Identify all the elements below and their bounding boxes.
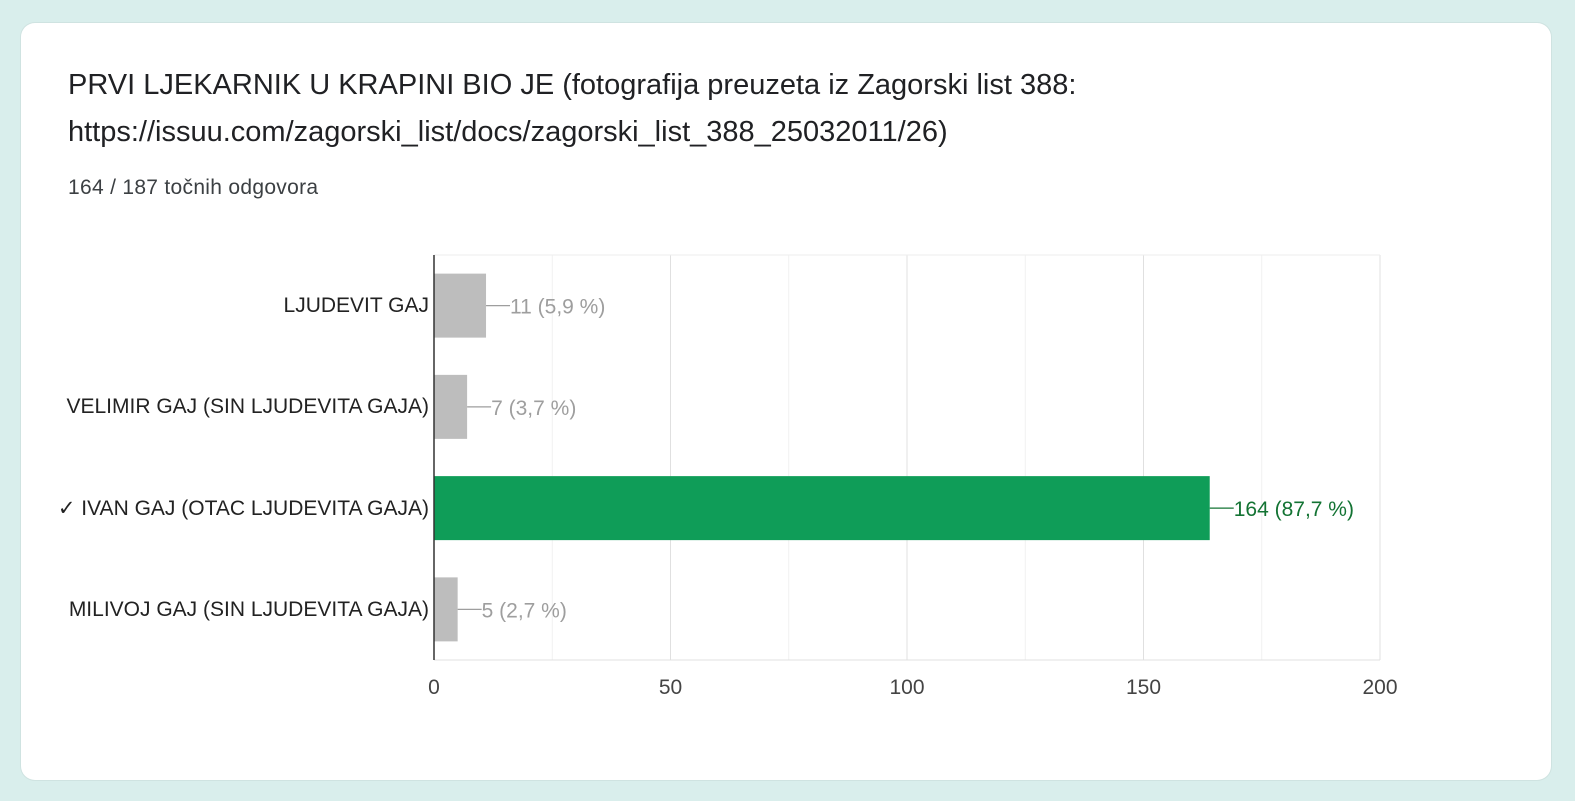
data-label: 5 (2,7 %) bbox=[482, 599, 567, 622]
x-tick-label: 0 bbox=[428, 676, 440, 699]
category-label: MILIVOJ GAJ (SIN LJUDEVITA GAJA) bbox=[68, 597, 429, 621]
data-label: 7 (3,7 %) bbox=[491, 397, 576, 420]
question-title: PRVI LJEKARNIK U KRAPINI BIO JE (fotogra… bbox=[68, 69, 1077, 148]
data-label: 11 (5,9 %) bbox=[510, 296, 605, 319]
category-label: ✓ IVAN GAJ (OTAC LJUDEVITA GAJA) bbox=[57, 496, 429, 520]
bar bbox=[434, 577, 458, 642]
x-tick-label: 100 bbox=[889, 676, 924, 699]
x-tick-label: 50 bbox=[659, 676, 682, 699]
bar bbox=[434, 374, 468, 439]
bar bbox=[434, 476, 1210, 541]
correct-answers-summary: 164 / 187 točnih odgovora bbox=[68, 176, 319, 199]
x-tick-label: 150 bbox=[1126, 676, 1161, 699]
data-label: 164 (87,7 %) bbox=[1234, 498, 1354, 521]
bar bbox=[434, 273, 487, 338]
x-tick-label: 200 bbox=[1362, 676, 1397, 699]
category-label: LJUDEVIT GAJ bbox=[283, 294, 429, 318]
category-label: VELIMIR GAJ (SIN LJUDEVITA GAJA) bbox=[66, 395, 429, 419]
question-card bbox=[21, 23, 1551, 780]
